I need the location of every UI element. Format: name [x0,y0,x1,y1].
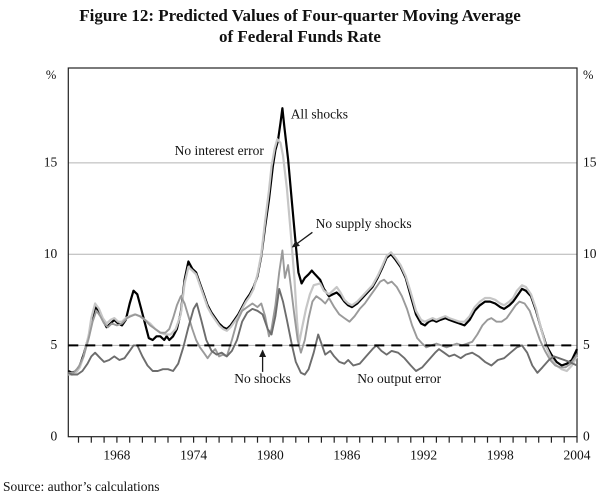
x-axis-ticks [77,436,578,443]
x-tick-label: 1998 [487,448,514,463]
x-tick-label: 1986 [333,448,360,463]
series-no-output-error [67,287,578,376]
y-tick-label-left: 5 [51,337,58,352]
y-tick-label-left: 15 [44,154,58,169]
x-tick-label: 1980 [257,448,284,463]
y-axis-labels: 0 0 5 5 10 10 15 15%% [44,68,597,443]
percent-label-right: % [583,68,593,82]
x-tick-label: 1968 [103,448,130,463]
y-tick-label-right: 0 [583,428,590,443]
annotation-no-supply-shocks: No supply shocks [316,216,412,231]
line-chart: 1968 1974 1980 1986 1992 1998 2004 0 0 5 5 10 10 15 15… [44,67,597,463]
source-note: Source: author’s calculations [3,479,160,494]
chart-svg: 1968 1974 1980 1986 1992 1998 2004 0 0 5 5 10 10 15 15… [44,67,597,463]
y-tick-label-left: 0 [51,428,58,443]
x-tick-label: 1974 [180,448,207,463]
annotations: All shocks No interest error No supply sho… [175,107,442,387]
annotation-no-output-error: No output error [357,371,441,386]
annotation-arrow-no-supply-shocks [291,231,313,248]
y-tick-label-left: 10 [44,246,58,261]
annotation-all-shocks: All shocks [291,107,348,122]
y-tick-label-right: 5 [583,337,590,352]
y-tick-label-right: 15 [583,154,597,169]
figure-title-line1: Figure 12: Predicted Values of Four-quar… [79,6,521,25]
plot-border [67,67,578,438]
annotation-no-interest-error: No interest error [175,143,265,158]
figure-title-line2: of Federal Funds Rate [219,27,381,46]
percent-label-left: % [46,68,56,82]
y-tick-label-right: 10 [583,246,597,261]
x-tick-label: 2004 [564,448,591,463]
x-axis-labels: 1968 1974 1980 1986 1992 1998 2004 [103,448,590,463]
series-all-shocks [67,107,578,374]
figure-title: Figure 12: Predicted Values of Four-quar… [0,5,600,47]
series-no-supply-shocks [68,249,578,374]
annotation-no-shocks: No shocks [234,371,291,386]
x-tick-label: 1992 [410,448,437,463]
series-no-interest-error [68,138,578,376]
